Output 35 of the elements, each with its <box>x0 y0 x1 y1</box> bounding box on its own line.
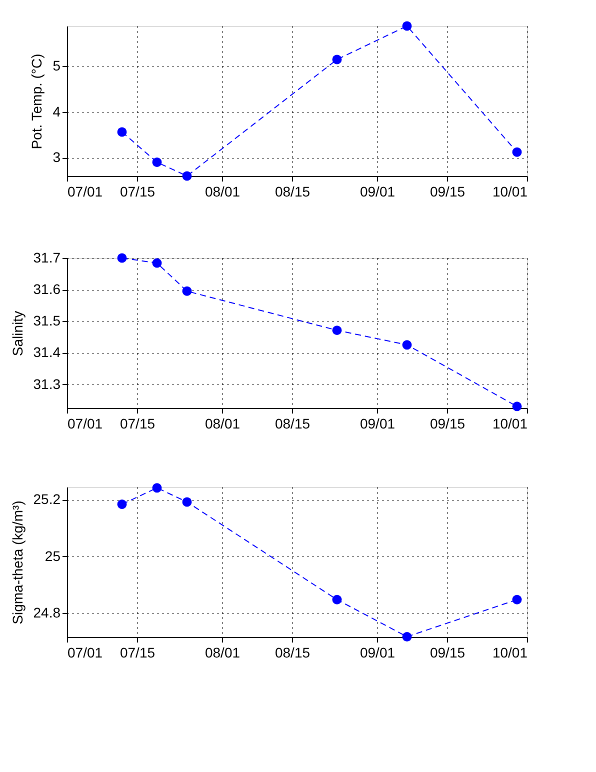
y-tick-label: 31.7 <box>33 250 61 266</box>
x-tick-label: 07/15 <box>120 184 156 200</box>
x-tick-label: 08/15 <box>274 184 310 200</box>
x-tick-label: 09/15 <box>430 184 466 200</box>
y-tick-label: 31.6 <box>33 281 61 298</box>
x-tick-label: 08/01 <box>204 416 240 432</box>
y-axis-title: Sigma-theta (kg/m³) <box>9 500 26 624</box>
x-tick-label: 09/15 <box>430 644 466 660</box>
x-tick-label: 08/15 <box>274 416 310 432</box>
y-tick-label: 5 <box>52 57 61 74</box>
x-tick-label: 08/01 <box>204 644 240 660</box>
x-tick-label: 08/15 <box>274 644 310 660</box>
x-tick-label: 07/01 <box>68 416 103 432</box>
x-tick-label: 07/01 <box>68 644 103 660</box>
x-tick-label: 10/01 <box>492 644 528 660</box>
x-tick-label: 09/01 <box>360 416 396 432</box>
x-tick-label: 10/01 <box>492 416 528 432</box>
y-tick-label: 31.5 <box>33 312 61 329</box>
x-tick-label: 07/15 <box>120 644 156 660</box>
y-tick-label: 25.2 <box>33 491 61 508</box>
y-tick-label: 3 <box>52 149 61 166</box>
x-tick-label: 07/01 <box>68 184 103 200</box>
x-tick-label: 09/15 <box>430 416 466 432</box>
y-axis-title: Pot. Temp. (°C) <box>28 54 45 150</box>
x-tick-label: 08/01 <box>204 184 240 200</box>
x-tick-label: 09/01 <box>360 644 396 660</box>
y-tick-label: 31.4 <box>33 344 61 360</box>
x-tick-label: 10/01 <box>492 184 528 200</box>
y-tick-label: 4 <box>52 103 61 120</box>
x-tick-label: 07/15 <box>120 416 156 432</box>
y-tick-label: 24.8 <box>33 604 61 620</box>
y-tick-label: 25 <box>44 548 61 564</box>
y-tick-label: 31.3 <box>33 376 61 392</box>
y-axis-title: Salinity <box>9 310 26 356</box>
x-tick-label: 09/01 <box>360 184 396 200</box>
